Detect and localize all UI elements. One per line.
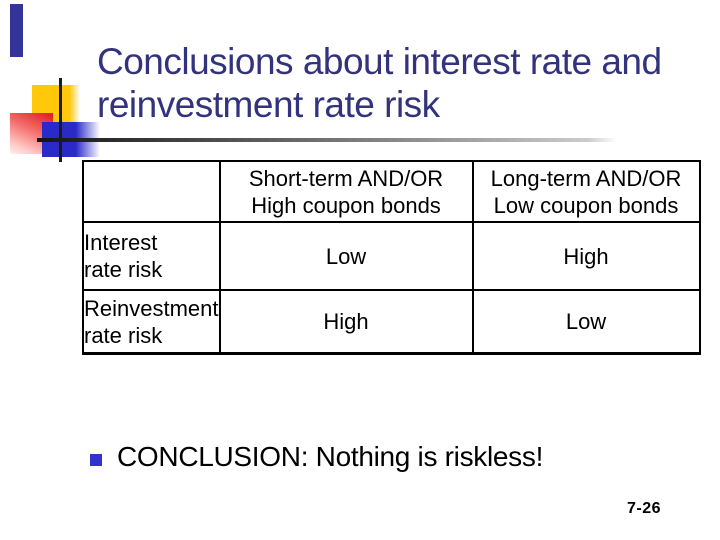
row-label-line2: rate risk: [84, 257, 163, 282]
column-header-long-term-line1: Long-term AND/OR: [490, 165, 682, 191]
bullet-icon: [90, 454, 102, 466]
page-number: 7-26: [626, 500, 662, 517]
conclusion-text: CONCLUSION: Nothing is riskless!: [117, 441, 544, 472]
cell-interest-short-term: Low: [218, 221, 474, 291]
title-line-2: reinvestment rate risk: [97, 84, 440, 125]
column-header-short-term: Short-term AND/OR High coupon bonds: [218, 160, 474, 223]
cell-reinvestment-long-term: Low: [471, 289, 701, 355]
column-header-long-term-line2: Low coupon bonds: [493, 192, 679, 218]
column-header-short-term-line1: Short-term AND/OR: [248, 165, 444, 191]
conclusion-bullet-row: CONCLUSION: Nothing is riskless!: [90, 437, 543, 477]
row-label-line1: Reinvestment: [84, 295, 219, 321]
page-title: Conclusions about interest rate and rein…: [97, 40, 697, 126]
table-row-reinvestment-rate-risk: Reinvestment rate risk High Low: [82, 289, 701, 355]
table-corner-cell: [82, 160, 221, 223]
column-header-short-term-line2: High coupon bonds: [251, 192, 441, 218]
row-label-line1: Interest: [84, 230, 158, 255]
row-label-interest-rate-risk: Interest rate risk: [82, 221, 221, 291]
row-label-reinvestment-rate-risk: Reinvestment rate risk: [82, 289, 221, 355]
title-underline: [37, 138, 617, 142]
risk-table: Short-term AND/OR High coupon bonds Long…: [82, 160, 701, 355]
row-label-line2: rate risk: [84, 322, 163, 348]
deco-navy-bar: [10, 4, 23, 57]
table-header-row: Short-term AND/OR High coupon bonds Long…: [82, 160, 701, 223]
column-header-long-term: Long-term AND/OR Low coupon bonds: [471, 160, 701, 223]
cell-interest-long-term: High: [471, 221, 701, 291]
deco-vertical-line: [59, 78, 62, 162]
title-line-1: Conclusions about interest rate and: [97, 41, 662, 82]
table-row-interest-rate-risk: Interest rate risk Low High: [82, 221, 701, 291]
cell-reinvestment-short-term: High: [218, 289, 474, 355]
